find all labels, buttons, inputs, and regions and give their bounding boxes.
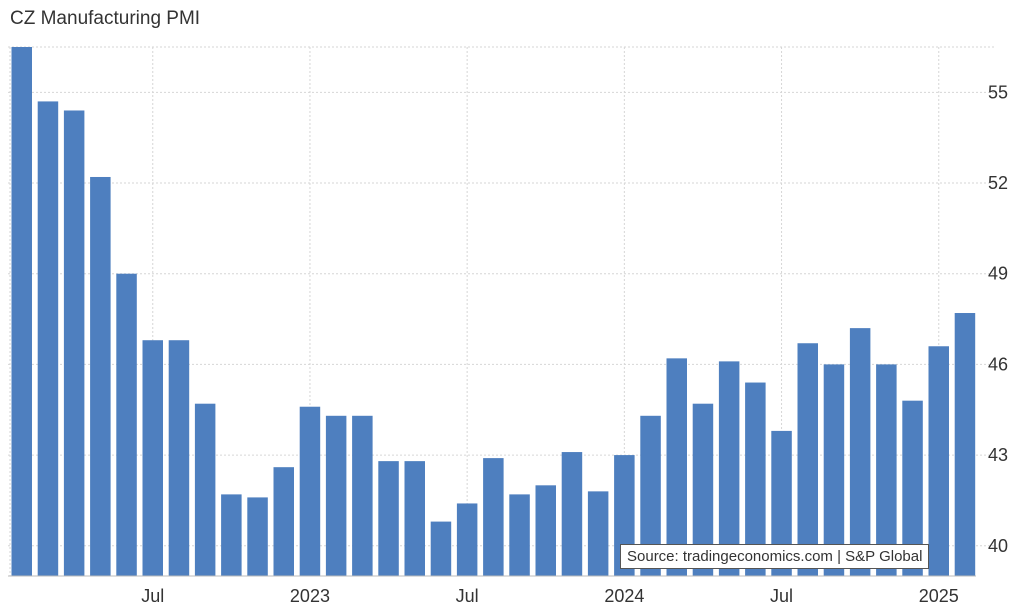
chart-title: CZ Manufacturing PMI [10,8,201,29]
bar [535,485,556,576]
bar [640,415,661,576]
bar [718,361,740,576]
bar [876,364,897,576]
bar [352,415,373,576]
bar [692,403,714,576]
bar [63,110,85,576]
x-tick-label: 2024 [604,586,644,606]
bar [587,491,609,576]
bar [247,497,268,576]
bar [902,400,923,576]
bar [430,521,452,576]
bar [142,340,163,576]
bar [954,313,976,576]
bar [90,176,111,577]
bar [378,461,399,576]
bar [928,346,949,576]
bar [273,467,294,576]
y-tick-label: 55 [988,82,1008,102]
bar [194,403,216,576]
bar [849,328,871,576]
x-tick-label: 2025 [919,586,959,606]
bar [11,47,32,576]
y-tick-label: 52 [988,173,1008,193]
y-tick-label: 49 [988,264,1008,284]
bar [823,364,845,576]
bar [797,343,818,576]
y-tick-label: 40 [988,536,1008,556]
y-tick-label: 46 [988,354,1008,374]
bar [404,461,425,576]
bar [509,494,530,576]
bar [221,494,242,576]
x-tick-label: Jul [141,586,164,606]
source-label: Source: tradingeconomics.com | S&P Globa… [620,544,930,569]
bar [456,503,478,576]
x-tick-label: 2023 [290,586,330,606]
bar [168,340,190,576]
x-tick-label: Jul [770,586,793,606]
bar [771,430,792,576]
bar [299,406,321,576]
bar [561,452,583,576]
bar [116,273,137,576]
bar [483,458,504,576]
x-tick-label: Jul [456,586,479,606]
bar [325,415,347,576]
bar [666,358,687,576]
bar [745,382,766,576]
bar [37,101,59,576]
y-tick-label: 43 [988,445,1008,465]
